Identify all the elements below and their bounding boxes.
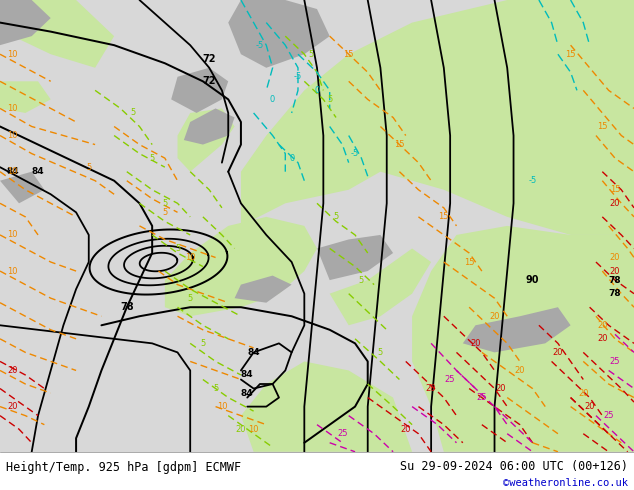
Text: 10: 10 xyxy=(8,131,18,140)
Text: ©weatheronline.co.uk: ©weatheronline.co.uk xyxy=(503,478,628,488)
Text: 10: 10 xyxy=(217,402,227,411)
Text: 25: 25 xyxy=(604,411,614,420)
Text: 5: 5 xyxy=(150,154,155,163)
Text: 10: 10 xyxy=(8,230,18,240)
Text: 0: 0 xyxy=(270,95,275,104)
Polygon shape xyxy=(165,217,317,316)
Text: 0: 0 xyxy=(314,86,320,95)
Text: 5: 5 xyxy=(188,294,193,303)
Text: 10: 10 xyxy=(8,167,18,176)
Text: 84: 84 xyxy=(241,389,254,397)
Text: Su 29-09-2024 06:00 UTC (00+126): Su 29-09-2024 06:00 UTC (00+126) xyxy=(399,460,628,473)
Text: 84: 84 xyxy=(247,348,260,357)
Text: 78: 78 xyxy=(120,302,134,312)
Text: 25: 25 xyxy=(477,393,487,402)
Text: Height/Temp. 925 hPa [gdpm] ECMWF: Height/Temp. 925 hPa [gdpm] ECMWF xyxy=(6,461,242,473)
Text: 20: 20 xyxy=(236,425,246,434)
Text: 20: 20 xyxy=(578,389,588,397)
Text: 15: 15 xyxy=(439,212,449,221)
Text: 5: 5 xyxy=(162,208,167,217)
Polygon shape xyxy=(0,81,51,113)
Text: 5: 5 xyxy=(213,384,218,393)
Text: 5: 5 xyxy=(200,339,205,348)
Text: 15: 15 xyxy=(344,49,354,59)
Polygon shape xyxy=(463,307,571,352)
Text: 84: 84 xyxy=(32,167,44,176)
Text: 20: 20 xyxy=(8,402,18,411)
Text: 78: 78 xyxy=(609,275,621,285)
Text: 10: 10 xyxy=(249,425,259,434)
Text: 10: 10 xyxy=(8,49,18,59)
Polygon shape xyxy=(0,0,51,45)
Text: 5: 5 xyxy=(162,199,167,208)
Text: 10: 10 xyxy=(185,253,195,262)
Text: 15: 15 xyxy=(610,185,620,194)
Text: 5: 5 xyxy=(378,348,383,357)
Text: 15: 15 xyxy=(597,122,607,131)
Polygon shape xyxy=(0,0,114,68)
Text: 25: 25 xyxy=(610,357,620,366)
Text: 72: 72 xyxy=(202,76,216,86)
Text: 20: 20 xyxy=(489,312,500,321)
Text: 5: 5 xyxy=(327,95,332,104)
Text: 78: 78 xyxy=(609,289,621,298)
Text: 5: 5 xyxy=(333,212,339,221)
Polygon shape xyxy=(0,172,44,203)
Text: 15: 15 xyxy=(394,140,404,149)
Polygon shape xyxy=(235,275,292,303)
Text: 5: 5 xyxy=(131,108,136,118)
Text: 20: 20 xyxy=(470,339,481,348)
Text: 20: 20 xyxy=(597,321,607,330)
Polygon shape xyxy=(241,0,634,235)
Polygon shape xyxy=(317,235,393,280)
Text: 5: 5 xyxy=(86,163,91,172)
Text: 72: 72 xyxy=(202,54,216,64)
Text: 84: 84 xyxy=(241,370,254,379)
Text: 0: 0 xyxy=(289,154,294,163)
Text: 20: 20 xyxy=(8,366,18,375)
Text: 15: 15 xyxy=(566,49,576,59)
Text: 20: 20 xyxy=(610,199,620,208)
Text: 10: 10 xyxy=(8,267,18,275)
Text: 5: 5 xyxy=(308,49,313,59)
Polygon shape xyxy=(241,362,412,452)
Polygon shape xyxy=(171,68,228,113)
Text: 90: 90 xyxy=(526,275,540,285)
Text: -5: -5 xyxy=(294,73,302,81)
Polygon shape xyxy=(330,248,431,325)
Text: 20: 20 xyxy=(426,384,436,393)
Text: 20: 20 xyxy=(496,384,506,393)
Text: -5: -5 xyxy=(528,176,537,185)
Polygon shape xyxy=(412,226,634,452)
Text: 20: 20 xyxy=(585,402,595,411)
Polygon shape xyxy=(178,108,235,172)
Text: 20: 20 xyxy=(515,366,525,375)
Text: 84: 84 xyxy=(6,167,19,176)
Text: 25: 25 xyxy=(445,375,455,384)
Polygon shape xyxy=(228,0,330,68)
Text: 5: 5 xyxy=(359,275,364,285)
Text: 10: 10 xyxy=(8,104,18,113)
Text: -5: -5 xyxy=(351,149,359,158)
Text: 20: 20 xyxy=(553,348,563,357)
Text: 25: 25 xyxy=(337,429,347,438)
Text: 20: 20 xyxy=(610,267,620,275)
Text: 20: 20 xyxy=(401,425,411,434)
Text: 20: 20 xyxy=(610,253,620,262)
Text: 5: 5 xyxy=(175,244,180,253)
Text: 15: 15 xyxy=(464,258,474,267)
Text: -5: -5 xyxy=(256,41,264,49)
Polygon shape xyxy=(184,108,235,145)
Text: 20: 20 xyxy=(597,334,607,343)
